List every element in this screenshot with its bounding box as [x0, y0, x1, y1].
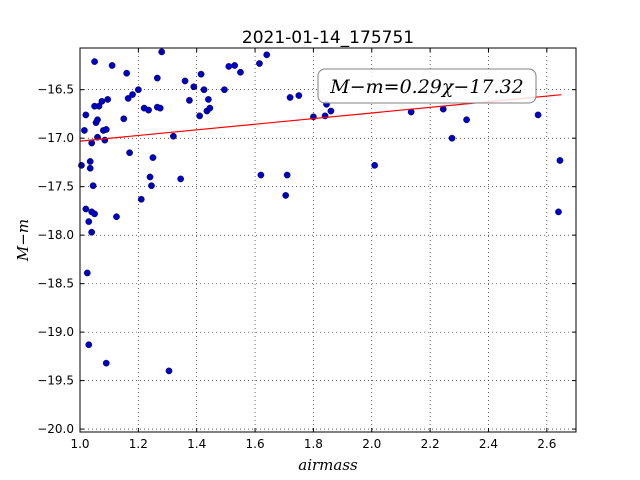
- data-point: [197, 70, 205, 78]
- data-point: [231, 62, 238, 69]
- data-point: [98, 97, 106, 105]
- data-point: [78, 161, 85, 169]
- data-point: [149, 154, 157, 161]
- data-point: [113, 213, 120, 221]
- x-tick-label: 2.0: [362, 437, 381, 451]
- data-point: [190, 83, 198, 91]
- data-point: [196, 112, 203, 120]
- data-point: [95, 102, 103, 110]
- data-point: [146, 173, 154, 181]
- data-points: [78, 48, 564, 375]
- data-point: [170, 132, 177, 140]
- data-point: [237, 68, 244, 76]
- x-tick-label: 1.0: [70, 437, 89, 451]
- y-tick-label: −18.0: [37, 228, 74, 242]
- data-point: [124, 95, 132, 102]
- data-point: [94, 116, 101, 124]
- data-point: [85, 341, 93, 349]
- data-point: [205, 96, 212, 103]
- data-point: [120, 115, 128, 123]
- data-point: [91, 210, 98, 218]
- x-axis-label: airmass: [298, 456, 358, 474]
- x-tick-label: 1.6: [246, 437, 265, 451]
- data-point: [534, 111, 542, 119]
- data-point: [371, 161, 379, 169]
- data-point: [81, 127, 88, 134]
- data-point: [221, 86, 228, 94]
- data-point: [295, 92, 303, 99]
- data-point: [86, 164, 94, 172]
- fit-annotation: M−m=0.29χ−17.32: [317, 68, 537, 104]
- data-point: [83, 269, 91, 277]
- x-tick-label: 1.8: [304, 437, 323, 451]
- data-point: [153, 74, 161, 82]
- data-point: [101, 136, 109, 144]
- data-point: [104, 96, 112, 103]
- data-point: [555, 208, 562, 216]
- x-tick-labels: 1.0 1.2 1.4 1.6 1.8 2.0 2.2 2.4 2.6: [70, 437, 556, 451]
- data-point: [108, 62, 116, 69]
- annotation-box: [317, 68, 537, 104]
- data-point: [156, 104, 164, 112]
- data-point: [263, 51, 271, 59]
- x-tick-label: 2.4: [479, 437, 498, 451]
- data-point: [556, 157, 564, 164]
- data-point: [86, 158, 94, 165]
- data-point: [186, 97, 193, 104]
- chart-title: 2021-01-14_175751: [242, 28, 414, 48]
- data-point: [82, 111, 90, 119]
- data-point: [91, 58, 98, 65]
- data-point: [102, 359, 110, 367]
- plot-frame: [79, 47, 577, 433]
- data-point: [448, 134, 456, 142]
- data-point: [225, 63, 233, 70]
- data-point: [88, 228, 96, 236]
- data-point: [283, 171, 291, 179]
- y-tick-label: −16.5: [37, 83, 74, 97]
- y-tick-label: −18.5: [37, 277, 74, 291]
- data-point: [145, 106, 152, 114]
- y-tick-label: −17.5: [37, 180, 74, 194]
- data-point: [82, 205, 90, 213]
- data-point: [129, 91, 136, 98]
- data-point: [89, 182, 97, 190]
- data-point: [123, 69, 131, 77]
- data-point: [148, 182, 155, 190]
- data-point: [177, 175, 185, 183]
- data-point: [88, 139, 96, 147]
- data-point: [327, 107, 335, 115]
- data-point: [206, 104, 214, 112]
- y-tick-label: −20.0: [37, 422, 74, 436]
- grid-lines: [79, 48, 576, 432]
- data-point: [158, 48, 166, 56]
- y-tick-labels: −16.5 −17.0 −17.5 −18.0 −18.5 −19.0 −19.5 −20.0: [37, 83, 74, 436]
- data-point: [165, 367, 173, 375]
- data-point: [137, 195, 145, 203]
- data-point: [135, 86, 142, 94]
- data-point: [463, 116, 470, 124]
- data-point: [257, 171, 265, 179]
- x-tick-label: 1.4: [187, 437, 206, 451]
- annotation-text: M−m=0.29χ−17.32: [329, 76, 523, 98]
- data-point: [282, 192, 290, 199]
- data-point: [200, 86, 208, 94]
- y-tick-label: −19.5: [37, 374, 74, 388]
- y-tick-label: −17.0: [37, 131, 74, 145]
- x-tick-label: 1.2: [129, 437, 148, 451]
- x-tick-label: 2.6: [537, 437, 556, 451]
- y-axis-label: M−m: [14, 219, 32, 262]
- x-tick-label: 2.2: [421, 437, 440, 451]
- data-point: [102, 126, 110, 133]
- data-point: [126, 149, 133, 157]
- y-tick-label: −19.0: [37, 325, 74, 339]
- plot-area: [78, 47, 577, 433]
- data-point: [286, 94, 294, 101]
- data-point: [256, 60, 263, 67]
- axis-ticks: [79, 48, 576, 432]
- data-point: [181, 77, 189, 85]
- data-point: [85, 218, 93, 225]
